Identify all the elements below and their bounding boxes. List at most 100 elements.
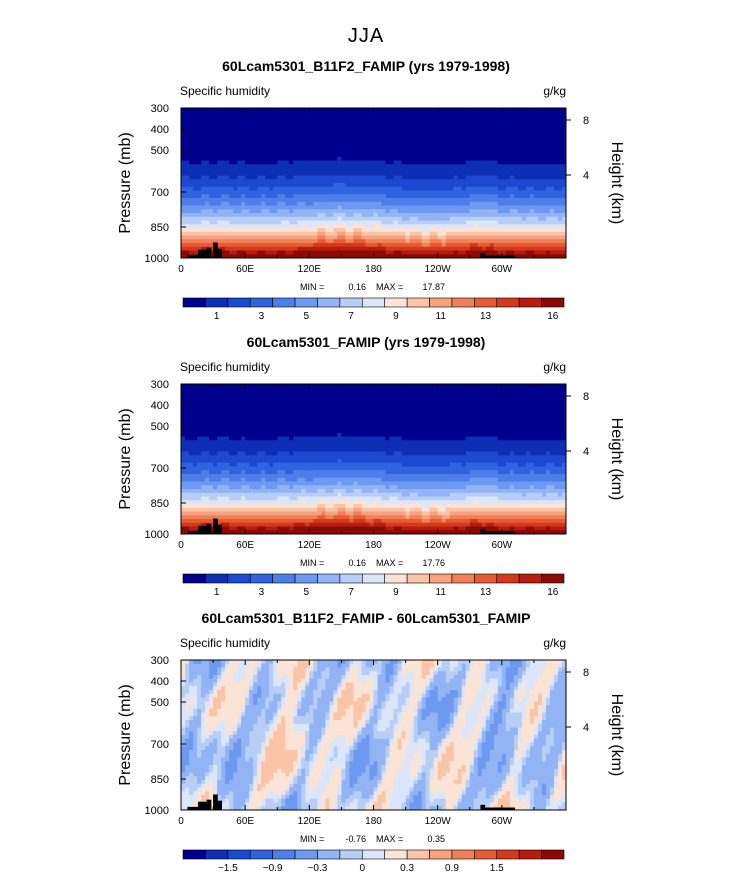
heatmap-cell <box>237 504 242 509</box>
heatmap-cell <box>525 141 531 147</box>
colorbar-swatch <box>339 297 363 308</box>
heatmap-cell <box>313 164 318 169</box>
heatmap-cell <box>533 153 539 158</box>
heatmap-cell <box>273 205 278 210</box>
heatmap-cell <box>265 485 270 490</box>
heatmap-cell <box>501 123 507 128</box>
heatmap-cell <box>277 515 282 520</box>
heatmap-cell <box>189 228 194 233</box>
heatmap-cell <box>209 164 214 169</box>
heatmap-cell <box>185 171 190 177</box>
heatmap-cell <box>269 224 274 229</box>
heatmap-cell <box>281 519 286 524</box>
heatmap-cell <box>301 126 306 132</box>
heatmap-cell <box>521 175 527 180</box>
heatmap-cell <box>197 235 202 240</box>
heatmap-cell <box>541 254 547 258</box>
heatmap-cell <box>229 504 234 509</box>
heatmap-cell <box>269 447 274 453</box>
heatmap-cell <box>457 108 463 113</box>
heatmap-cell <box>489 119 495 124</box>
heatmap-cell <box>393 168 399 173</box>
heatmap-cell <box>281 246 286 252</box>
heatmap-cell <box>213 186 218 192</box>
heatmap-cell <box>537 130 543 135</box>
heatmap-cell <box>453 126 459 132</box>
heatmap-cell <box>453 250 459 255</box>
heatmap-cell <box>317 160 322 165</box>
heatmap-cell <box>225 179 230 184</box>
heatmap-cell <box>529 201 535 207</box>
heatmap-cell <box>257 108 262 113</box>
heatmap-cell <box>317 216 322 222</box>
heatmap-cell <box>221 246 226 252</box>
heatmap-cell <box>213 470 218 475</box>
heatmap-cell <box>305 246 310 252</box>
heatmap-cell <box>381 164 387 169</box>
heatmap-cell <box>537 205 543 210</box>
heatmap-cell <box>561 164 566 169</box>
heatmap-cell <box>517 153 523 158</box>
heatmap-cell <box>513 134 519 139</box>
heatmap-cell <box>545 243 551 248</box>
heatmap-cell <box>521 123 527 128</box>
heatmap-cell <box>493 250 499 255</box>
heatmap-cell <box>241 160 246 165</box>
heatmap-cell <box>521 156 527 162</box>
heatmap-cell <box>397 190 403 195</box>
heatmap-cell <box>185 183 190 188</box>
heatmap-cell <box>205 417 210 423</box>
heatmap-cell <box>185 485 190 490</box>
heatmap-cell <box>405 239 411 244</box>
heatmap-cell <box>513 198 519 203</box>
heatmap-cell <box>249 391 254 396</box>
heatmap-cell <box>377 138 383 143</box>
topography-mask <box>187 242 516 258</box>
heatmap-cell <box>405 126 411 132</box>
heatmap-cell <box>229 168 234 173</box>
heatmap-cell <box>321 111 326 117</box>
heatmap-cell <box>209 402 214 408</box>
heatmap-cell <box>405 213 411 218</box>
heatmap-cell <box>257 530 262 534</box>
heatmap-cell <box>425 224 431 229</box>
heatmap-cell <box>329 205 334 210</box>
heatmap-cell <box>553 141 559 147</box>
heatmap-cell <box>285 243 290 248</box>
heatmap-cell <box>529 123 535 128</box>
heatmap-cell <box>437 209 443 214</box>
y-tick-label: 300 <box>151 103 169 115</box>
heatmap-cell <box>229 246 234 252</box>
heatmap-cell <box>265 402 270 408</box>
heatmap-cell <box>309 111 314 117</box>
heatmap-cell <box>481 141 487 147</box>
heatmap-cell <box>409 126 415 132</box>
heatmap-cell <box>241 171 246 177</box>
heatmap-cell <box>557 134 563 139</box>
heatmap-cell <box>277 440 282 445</box>
heatmap-cell <box>241 111 246 117</box>
heatmap-cell <box>417 115 423 120</box>
heatmap-cell <box>269 201 274 207</box>
heatmap-cell <box>549 179 555 184</box>
heatmap-cell <box>549 168 555 173</box>
heatmap-cell <box>353 175 359 180</box>
heatmap-cell <box>245 519 250 524</box>
heatmap-cell <box>533 250 539 255</box>
heatmap-cell <box>193 153 198 158</box>
heatmap-cell <box>193 108 198 113</box>
heatmap-cell <box>297 153 302 158</box>
heatmap-cell <box>305 168 310 173</box>
heatmap-cell <box>289 194 294 199</box>
heatmap-cell <box>361 239 367 244</box>
heatmap-cell <box>485 179 491 184</box>
heatmap-cell <box>349 179 355 184</box>
heatmap-cell <box>449 175 455 180</box>
heatmap-cell <box>289 246 294 252</box>
heatmap-cell <box>197 205 202 210</box>
heatmap-cell <box>237 462 242 468</box>
heatmap-cell <box>205 410 210 415</box>
heatmap-cell <box>421 115 427 120</box>
heatmap-cell <box>365 126 371 132</box>
heatmap-cell <box>441 205 447 210</box>
